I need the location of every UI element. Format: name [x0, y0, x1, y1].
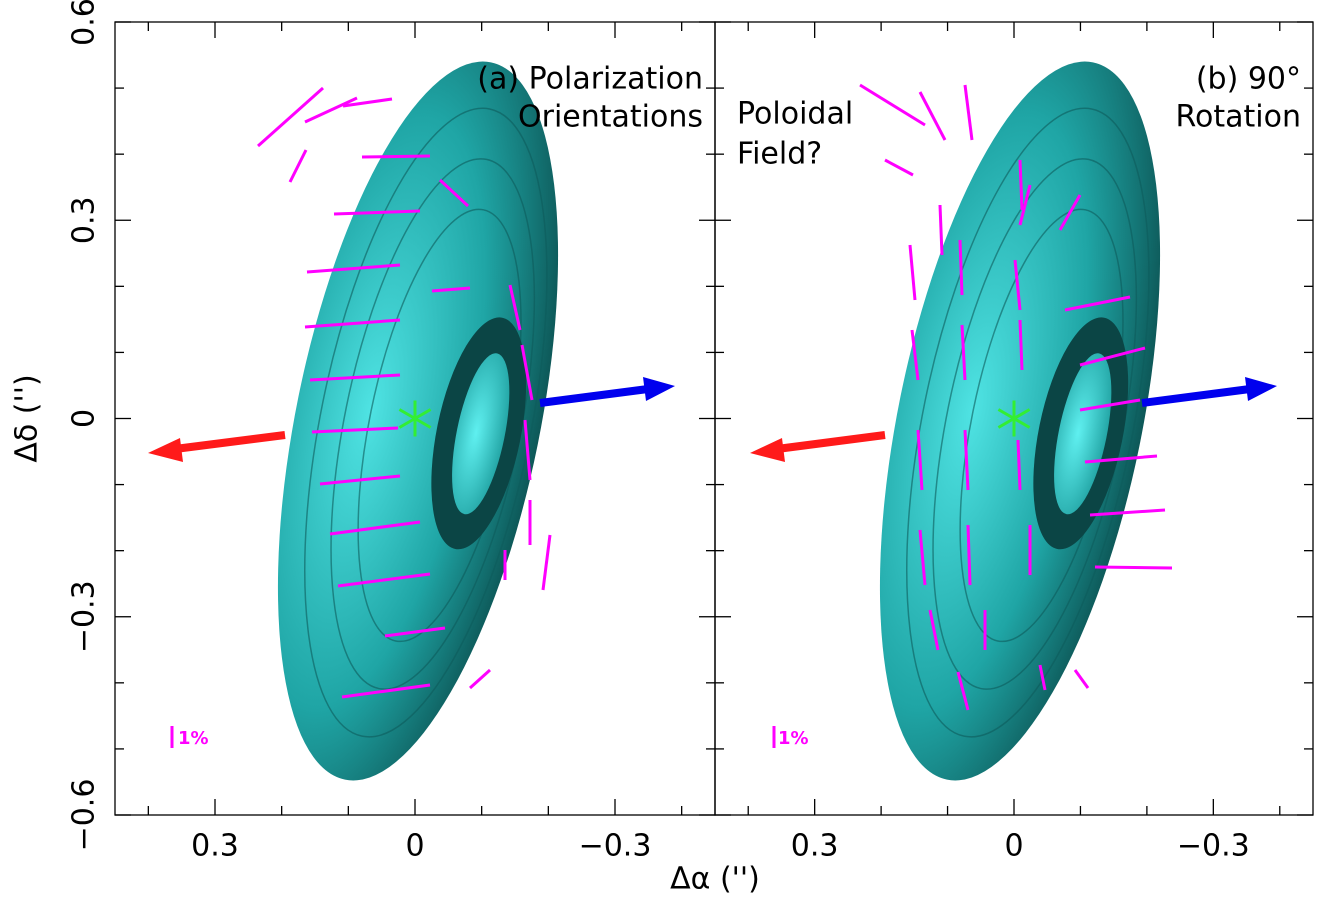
y-tick-label: −0.6	[67, 779, 102, 852]
x-tick-label: 0	[1004, 829, 1023, 864]
star-stroke	[398, 408, 432, 429]
x-tick-label: 0.3	[191, 829, 239, 864]
y-axis-label: Δδ ('')	[10, 374, 45, 462]
panel-annotation: Rotation	[1176, 100, 1301, 135]
y-tick-label: 0	[67, 409, 102, 428]
panel-annotation: Orientations	[518, 100, 703, 135]
scale-label: 1%	[778, 728, 809, 749]
panel-annotation: (b) 90°	[1196, 62, 1301, 97]
star-marker	[997, 400, 1031, 437]
y-tick-label: 0.6	[67, 0, 102, 46]
x-tick-label: −0.3	[579, 829, 652, 864]
scale-label: 1%	[178, 728, 209, 749]
side-note: Poloidal	[737, 97, 853, 132]
x-axis-label: Δα ('')	[670, 862, 760, 897]
polarization-vectors	[170, 86, 552, 748]
y-tick-label: 0.3	[67, 196, 102, 244]
star-stroke	[997, 408, 1031, 429]
star-marker	[398, 400, 432, 437]
panel-annotation: (a) Polarization	[477, 62, 703, 97]
x-tick-label: 0	[405, 829, 424, 864]
y-tick-label: −0.3	[67, 580, 102, 653]
x-tick-label: 0.3	[791, 829, 839, 864]
velocity-arrows	[148, 377, 1277, 462]
side-note: Field?	[737, 137, 822, 172]
x-tick-label: −0.3	[1177, 829, 1250, 864]
polarization-vectors	[772, 83, 1173, 748]
